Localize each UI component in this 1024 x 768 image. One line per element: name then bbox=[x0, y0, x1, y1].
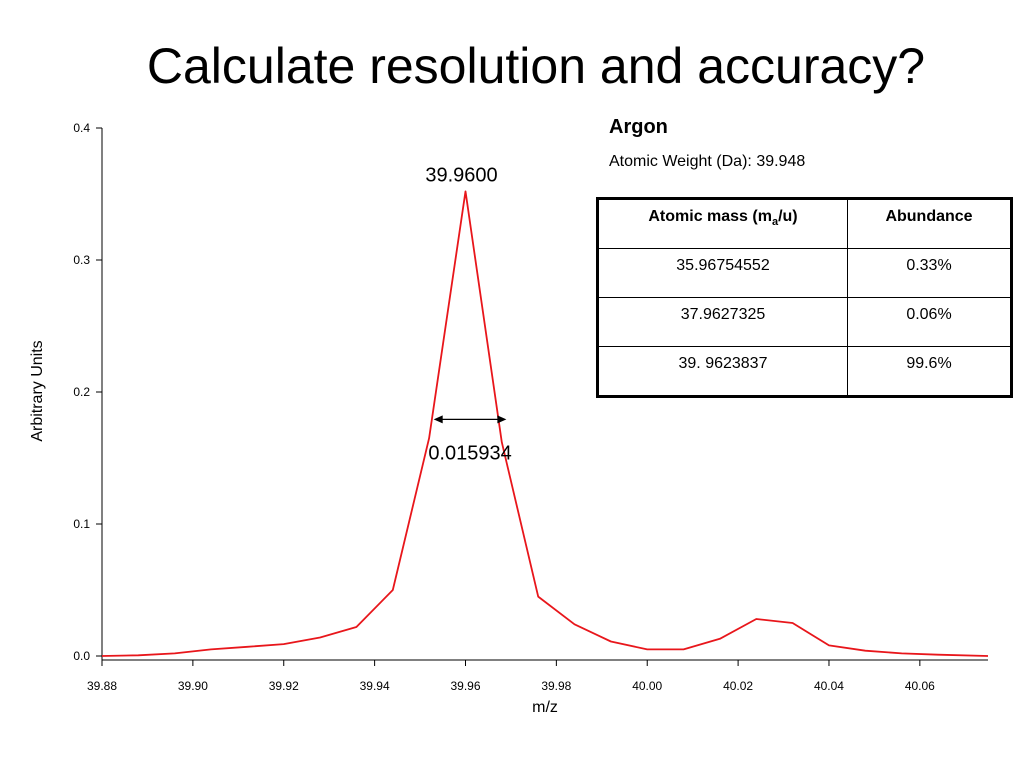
x-tick-label: 40.02 bbox=[723, 679, 753, 693]
x-tick-label: 40.04 bbox=[814, 679, 844, 693]
element-name: Argon bbox=[609, 116, 668, 138]
table-row: 35.96754552 0.33% bbox=[597, 248, 1012, 298]
table-header-row: Atomic mass (ma/u) Abundance bbox=[597, 198, 1012, 249]
fwhm-label: 0.015934 bbox=[428, 442, 511, 464]
x-tick-label: 39.92 bbox=[269, 679, 299, 693]
y-tick-label: 0.3 bbox=[73, 253, 90, 267]
y-tick-label: 0.2 bbox=[73, 385, 90, 399]
fwhm-arrow-left bbox=[433, 415, 443, 424]
x-axis-label: m/z bbox=[532, 699, 558, 716]
y-axis-label: Arbitrary Units bbox=[29, 340, 46, 441]
x-tick-label: 40.06 bbox=[905, 679, 935, 693]
table-row: 37.9627325 0.06% bbox=[597, 297, 1012, 347]
cell-mass: 37.9627325 bbox=[597, 297, 848, 347]
x-tick-label: 39.90 bbox=[178, 679, 208, 693]
y-axis: 0.0 0.1 0.2 0.3 0.4 bbox=[73, 121, 103, 663]
isotope-table: Atomic mass (ma/u) Abundance 35.96754552… bbox=[596, 197, 1013, 398]
x-tick-label: 39.94 bbox=[360, 679, 390, 693]
series-group bbox=[101, 190, 989, 657]
cell-abundance: 99.6% bbox=[847, 346, 1012, 397]
header-atomic-mass: Atomic mass (ma/u) bbox=[597, 198, 848, 249]
element-info: Argon Atomic Weight (Da): 39.948 bbox=[609, 114, 805, 172]
fwhm-arrow-right bbox=[497, 415, 507, 424]
spectrum-line bbox=[101, 190, 989, 657]
y-tick-label: 0.0 bbox=[73, 649, 90, 663]
header-mass-suffix: /u) bbox=[778, 208, 798, 225]
header-mass-prefix: Atomic mass (m bbox=[648, 208, 772, 225]
atomic-weight: Atomic Weight (Da): 39.948 bbox=[609, 152, 805, 172]
atomic-weight-value: 39.948 bbox=[756, 153, 806, 170]
x-tick-label: 39.98 bbox=[541, 679, 571, 693]
y-tick-label: 0.4 bbox=[73, 121, 90, 135]
y-tick-label: 0.1 bbox=[73, 517, 90, 531]
atomic-weight-label: Atomic Weight (Da): bbox=[609, 153, 752, 170]
x-tick-label: 39.96 bbox=[450, 679, 480, 693]
cell-abundance: 0.33% bbox=[847, 248, 1012, 298]
cell-mass: 39. 9623837 bbox=[597, 346, 848, 397]
slide-title: Calculate resolution and accuracy? bbox=[146, 38, 926, 94]
header-mass-sub: a bbox=[771, 216, 779, 229]
x-tick-label: 40.00 bbox=[632, 679, 662, 693]
table-row: 39. 9623837 99.6% bbox=[597, 346, 1012, 397]
x-axis: 39.88 39.90 39.92 39.94 39.96 39.98 40.00 40.02… bbox=[87, 659, 988, 693]
x-tick-label: 39.88 bbox=[87, 679, 117, 693]
annotations: 39.9600 0.015934 bbox=[425, 164, 511, 464]
cell-abundance: 0.06% bbox=[847, 297, 1012, 347]
cell-mass: 35.96754552 bbox=[597, 248, 848, 298]
header-abundance: Abundance bbox=[847, 198, 1012, 249]
peak-label: 39.9600 bbox=[425, 164, 497, 186]
